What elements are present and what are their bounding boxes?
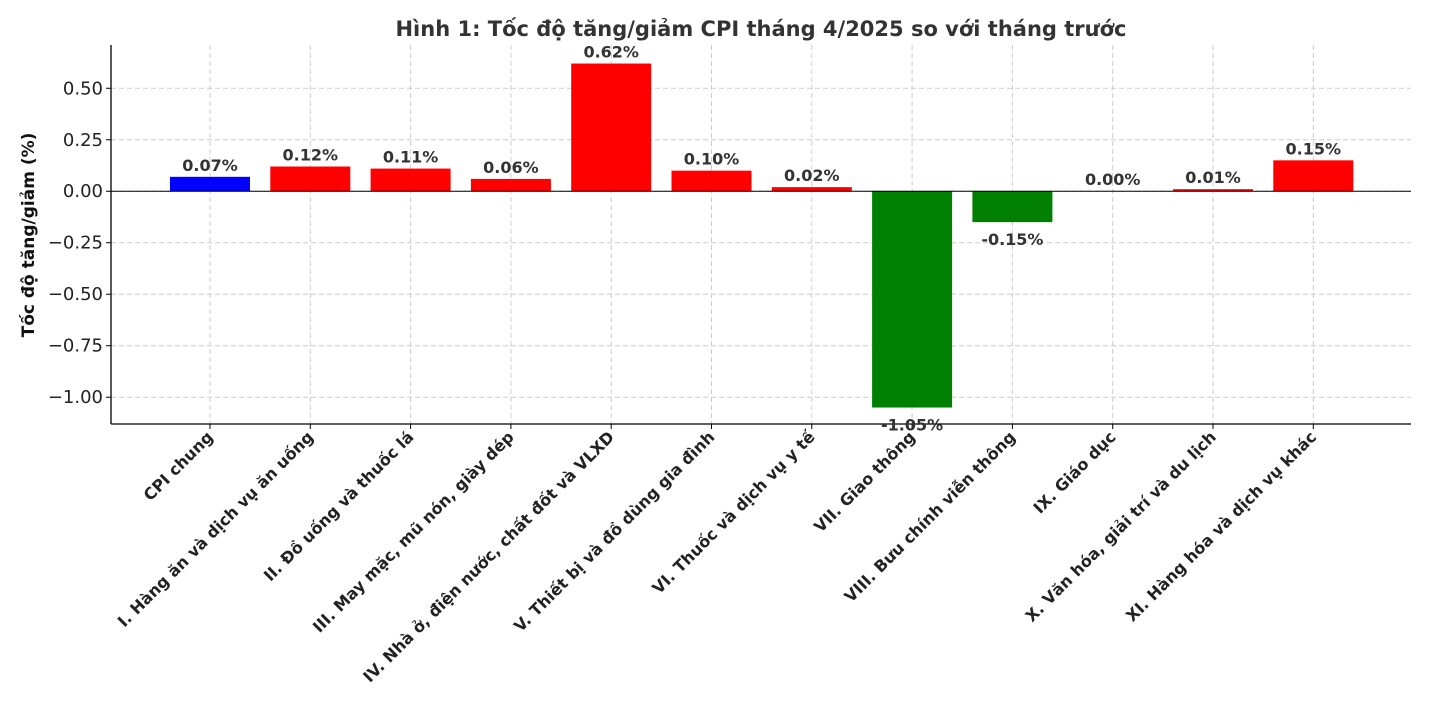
y-tick-label: −0.50 [48,284,103,305]
y-tick-label: −1.00 [48,387,103,408]
bar [170,176,250,192]
data-label: 0.11% [383,148,439,167]
y-tick-label: 0.00 [63,181,103,202]
data-label: 0.10% [684,150,740,169]
data-label: 0.62% [583,43,639,62]
chart-title: Hình 1: Tốc độ tăng/giảm CPI tháng 4/202… [395,17,1126,41]
y-tick-label: −0.25 [48,233,103,254]
grid-layer [111,45,1411,424]
x-tick-label: X. Văn hóa, giải trí và du lịch [1022,427,1220,625]
bar [771,187,852,192]
bar-layer [170,63,1354,408]
x-tick-label: V. Thiết bị và đồ dùng gia đình [510,427,718,635]
x-tick-label: VIII. Bưu chính viễn thông [841,427,1020,606]
bar [571,63,652,192]
data-label: 0.12% [283,146,339,165]
bar [270,166,351,192]
data-label: 0.06% [483,158,539,177]
y-axis-label: Tốc độ tăng/giảm (%) [18,133,39,338]
data-label: 0.15% [1286,139,1342,158]
x-tick-label: VI. Thuốc và dịch vụ y tế [648,427,819,598]
y-tick-label: −0.75 [48,336,103,357]
bar [972,191,1053,223]
label-layer: 0.07% 0.12% 0.11% 0.06% 0.62% 0.10% 0.02% -1.05… [182,43,1341,435]
x-tick-label: XI. Hàng hóa và dịch vụ khác [1122,427,1320,625]
data-label: -1.05% [881,416,943,435]
x-tick-label: III. May mặc, mũ nón, giày dép [309,427,518,636]
x-tick-label: I. Hàng ăn và dịch vụ ăn uống [114,427,317,630]
axis-layer: 0.50 0.25 0.00 −0.25 −0.50 −0.75 −1.00 CPI chun… [48,45,1411,686]
bar [1173,189,1253,192]
data-label: 0.07% [182,156,238,175]
bar [1273,160,1354,192]
y-tick-label: 0.25 [63,130,103,151]
bar [671,170,752,192]
x-tick-label: IX. Giáo dục [1030,427,1120,517]
bar [470,178,551,192]
data-label: 0.00% [1085,170,1141,189]
data-label: -0.15% [981,230,1043,249]
bar [872,191,953,408]
x-tick-label: CPI chung [140,427,217,504]
bar [370,168,451,192]
y-tick-label: 0.50 [63,78,103,99]
data-label: 0.02% [784,166,840,185]
x-tick-label: VII. Giao thông [810,427,919,536]
data-label: 0.01% [1185,168,1241,187]
